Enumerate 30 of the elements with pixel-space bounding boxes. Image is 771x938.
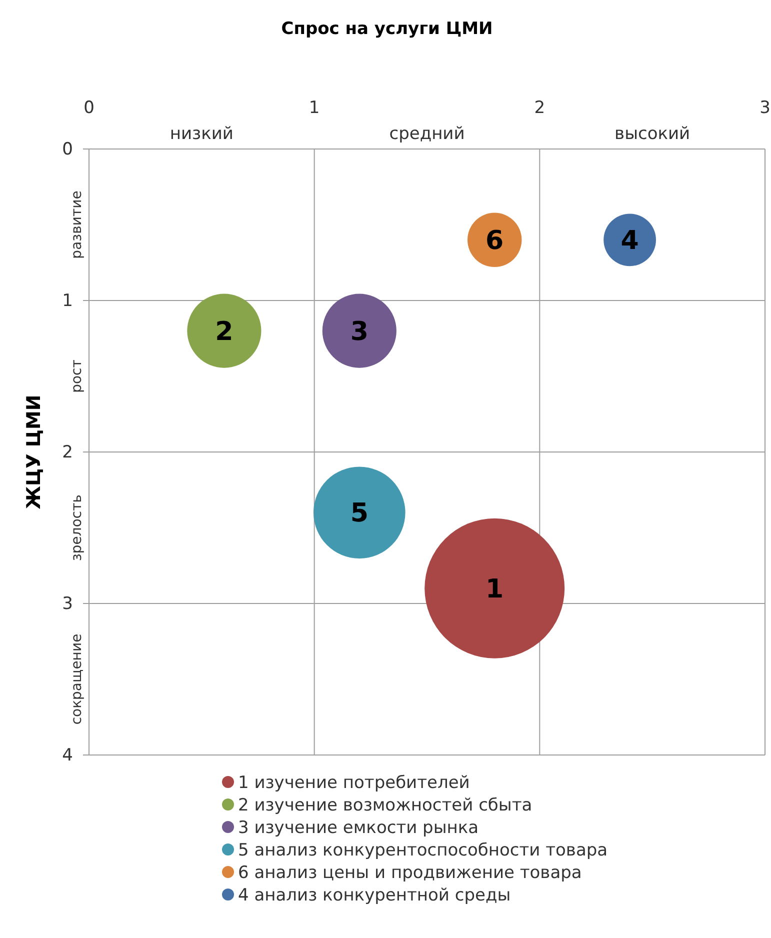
text: средний	[389, 124, 465, 144]
y-tick-label: 2	[62, 442, 73, 462]
y-axis-title: ЖЦУ ЦМИ	[23, 394, 45, 510]
text: развитие	[69, 190, 85, 259]
legend-label: 1 изучение потребителей	[238, 772, 470, 793]
annotation: 3	[350, 316, 368, 347]
y-tick-label: 3	[62, 594, 73, 614]
annotation: 2	[215, 316, 234, 347]
text: высокий	[614, 124, 690, 144]
legend-label: 3 изучение емкости рынка	[238, 818, 479, 838]
x-tick-label: 3	[760, 98, 770, 118]
text: рост	[69, 360, 85, 393]
x-tick-label: 2	[534, 98, 546, 118]
annotation: 1	[486, 574, 504, 604]
y-tick-label: 4	[62, 745, 73, 766]
y-tick-label: 0	[62, 139, 73, 160]
legend-label: 6 анализ цены и продвижение товара	[238, 862, 582, 883]
legend-label: 4 анализ конкурентной среды	[238, 885, 511, 906]
text: зрелость	[69, 494, 85, 562]
annotation: 4	[620, 226, 639, 256]
text: низкий	[170, 124, 234, 144]
text: сокращение	[69, 634, 85, 725]
x-axis-title: Спрос на услуги ЦМИ	[281, 19, 493, 39]
legend-label: 2 изучение возможностей сбыта	[238, 795, 532, 816]
x-tick-label: 0	[84, 98, 94, 118]
x-tick-label: 1	[308, 98, 320, 118]
annotation: 5	[350, 498, 368, 529]
y-tick-label: 1	[62, 290, 73, 311]
legend-label: 5 анализ конкурентоспособности товара	[238, 840, 608, 860]
annotation: 6	[486, 226, 504, 256]
